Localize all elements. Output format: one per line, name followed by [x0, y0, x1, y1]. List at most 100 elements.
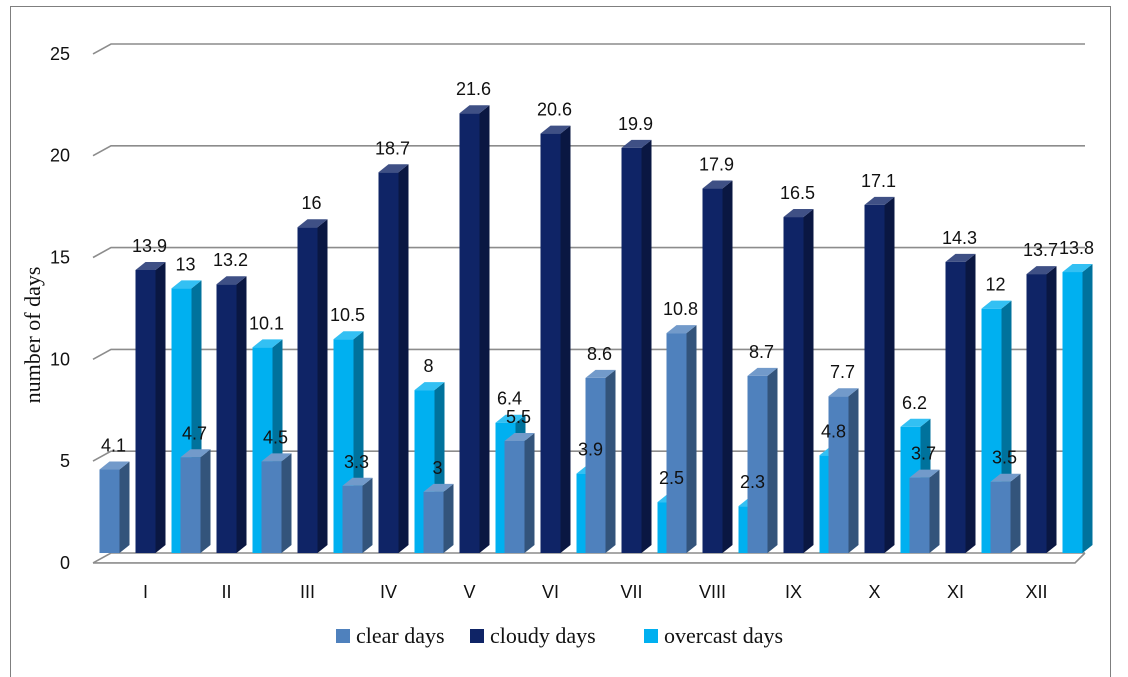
- bar-top: [459, 105, 490, 114]
- bar-clear-days-IV: [342, 477, 373, 553]
- bar-top: [1062, 264, 1093, 273]
- bar-top: [540, 125, 571, 134]
- bar-front: [747, 375, 768, 553]
- data-label: 13.9: [132, 236, 167, 256]
- bar-front: [261, 461, 282, 553]
- bar-clear-days-IX: [747, 367, 778, 553]
- bar-cloudy-days-VIII: [702, 180, 733, 553]
- bar-front: [504, 441, 525, 553]
- legend-label: clear days: [356, 623, 445, 648]
- gridline-2: [92, 348, 1085, 361]
- data-label: 17.1: [861, 171, 896, 191]
- bar-top: [495, 414, 526, 423]
- data-label: 10.5: [330, 305, 365, 325]
- x-tick-label: IX: [785, 582, 802, 602]
- data-label: 5.5: [506, 407, 531, 427]
- bar-side: [1082, 264, 1093, 553]
- chart-border: [10, 6, 1111, 677]
- bar-top: [783, 209, 814, 218]
- data-label: 8.6: [587, 344, 612, 364]
- bar-top: [1026, 266, 1057, 275]
- data-label: 14.3: [942, 228, 977, 248]
- bar-top: [297, 219, 328, 228]
- data-label: 2.5: [659, 468, 684, 488]
- bar-side: [236, 276, 247, 553]
- y-tick-label: 25: [50, 44, 70, 64]
- bar-front: [666, 333, 687, 553]
- bar-cloudy-days-III: [297, 219, 328, 554]
- bar-cloudy-days-VII: [621, 139, 652, 553]
- bar-side: [398, 164, 409, 553]
- bar-cloudy-days-XI: [945, 253, 976, 554]
- bar-cloudy-days-V: [459, 105, 490, 553]
- bar-clear-days-I: [99, 461, 130, 553]
- data-label: 21.6: [456, 79, 491, 99]
- x-axis-ticks: I II III IV V VI VII VIII IX X XI XII: [143, 582, 1048, 602]
- bar-top: [342, 477, 373, 486]
- bar-cloudy-days-IX: [783, 209, 814, 553]
- bar-clear-days-III: [261, 453, 292, 553]
- data-label: 3.5: [992, 448, 1017, 468]
- bar-top: [504, 433, 535, 442]
- bar-cloudy-days-II: [216, 276, 247, 553]
- bar-side: [965, 253, 976, 554]
- bar-front: [459, 113, 480, 553]
- data-label: 4.1: [101, 436, 126, 456]
- bar-cloudy-days-IV: [378, 164, 409, 553]
- bar-top: [900, 418, 931, 427]
- legend-swatch: [644, 629, 658, 643]
- bar-clear-days-VIII: [666, 325, 697, 553]
- gridlines: [92, 43, 1086, 564]
- bar-side: [848, 388, 859, 553]
- bar-cloudy-days-X: [864, 196, 895, 553]
- bar-front: [216, 284, 237, 553]
- bar-front: [945, 261, 966, 553]
- bar-top: [99, 461, 130, 470]
- data-label: 8.7: [749, 342, 774, 362]
- bar-top: [216, 276, 247, 285]
- legend-item: cloudy days: [470, 623, 596, 648]
- legend: clear days cloudy days overcast days: [336, 623, 783, 648]
- y-tick-label: 0: [60, 553, 70, 573]
- bar-front: [990, 481, 1011, 553]
- x-tick-label: V: [463, 582, 475, 602]
- bar-clear-days-II: [180, 449, 211, 553]
- x-tick-label: XII: [1025, 582, 1047, 602]
- bar-front: [99, 469, 120, 553]
- x-tick-label: I: [143, 582, 148, 602]
- data-label: 8: [423, 356, 433, 376]
- gridline-5: [92, 43, 1085, 55]
- data-label: 3.9: [578, 440, 603, 460]
- x-tick-label: VII: [620, 582, 642, 602]
- data-label: 2.3: [740, 472, 765, 492]
- bar-cloudy-days-XII: [1026, 266, 1057, 553]
- bar-top: [828, 388, 859, 397]
- data-label: 3: [432, 458, 442, 478]
- bar-side: [479, 105, 490, 553]
- y-tick-label: 5: [60, 451, 70, 471]
- data-label: 12: [985, 275, 1005, 295]
- data-label: 3.3: [344, 452, 369, 472]
- data-label: 13.8: [1059, 238, 1094, 258]
- bar-clear-days-XI: [909, 469, 940, 553]
- legend-swatch: [336, 629, 350, 643]
- bar-front: [342, 485, 363, 553]
- data-label: 10.8: [663, 299, 698, 319]
- bar-top: [333, 331, 364, 340]
- data-label: 13.7: [1023, 240, 1058, 260]
- data-label: 10.1: [249, 313, 284, 333]
- bar-side: [1010, 473, 1021, 553]
- bar-top: [423, 483, 454, 492]
- x-tick-label: VI: [542, 582, 559, 602]
- data-label: 16.5: [780, 183, 815, 203]
- bar-clear-days-VII: [585, 369, 616, 553]
- bar-overcast-days-XII: [1062, 264, 1093, 553]
- bar-clear-days-V: [423, 483, 454, 553]
- data-label: 13: [175, 254, 195, 274]
- y-tick-label: 20: [50, 146, 70, 166]
- bar-front: [180, 457, 201, 553]
- legend-swatch: [470, 629, 484, 643]
- bar-front: [423, 491, 444, 553]
